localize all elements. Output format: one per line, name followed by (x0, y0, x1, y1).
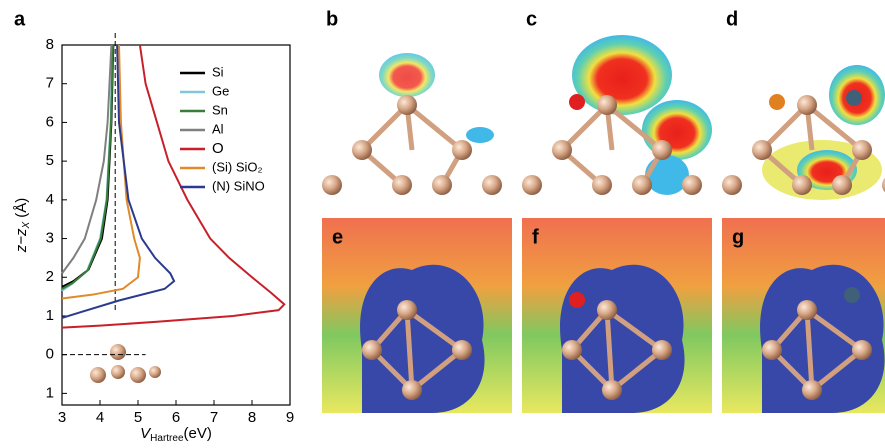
density (572, 35, 672, 115)
atom (722, 175, 742, 195)
legend-label: Si (212, 64, 224, 79)
atom (569, 292, 585, 308)
atom (592, 175, 612, 195)
atom (482, 175, 502, 195)
panel-label: d (726, 8, 738, 30)
x-tick-label: 8 (248, 409, 256, 426)
density (645, 155, 689, 195)
atom (90, 367, 106, 383)
curve (62, 45, 111, 273)
atom (652, 140, 672, 160)
y-tick-label: 6 (46, 113, 54, 130)
atom (322, 175, 342, 195)
atom (597, 300, 617, 320)
y-axis-label: z−zX (Å) (13, 198, 32, 254)
atom (397, 300, 417, 320)
atom (846, 90, 862, 106)
curve (62, 45, 113, 291)
atom (397, 95, 417, 115)
atom (682, 175, 702, 195)
panel-label: g (732, 226, 744, 248)
legend-label: (Si) SiO₂ (212, 159, 263, 174)
panel-label: e (332, 226, 343, 248)
x-tick-label: 7 (210, 409, 218, 426)
y-tick-label: 7 (46, 75, 54, 92)
x-tick-label: 3 (58, 409, 66, 426)
atom (752, 140, 772, 160)
curve (62, 45, 113, 287)
legend-label: Sn (212, 102, 228, 117)
atom (562, 340, 582, 360)
atom (762, 340, 782, 360)
structure-panels (322, 35, 885, 413)
panel-label: a (14, 8, 26, 30)
density (466, 127, 494, 143)
atom (432, 175, 452, 195)
y-tick-label: 5 (46, 152, 54, 169)
atom (130, 367, 146, 383)
x-tick-label: 4 (96, 409, 104, 426)
atom (632, 175, 652, 195)
x-axis-label: VHartree(eV) (140, 425, 212, 443)
legend-label: Ge (212, 83, 229, 98)
atom (110, 344, 126, 360)
atom (832, 175, 852, 195)
figure: a b c d e f g VHartree(eV) z−zX (Å) 3 4 5 6… (0, 0, 885, 443)
y-tick-label: 8 (46, 36, 54, 53)
atom (792, 175, 812, 195)
atom (797, 95, 817, 115)
plot-frame (62, 45, 290, 405)
atom (569, 94, 585, 110)
y-tick-label: 0 (46, 346, 54, 363)
density (379, 53, 435, 97)
atom (452, 140, 472, 160)
y-tick-label: 4 (46, 191, 54, 208)
legend-label: O (212, 140, 224, 157)
curve (62, 45, 113, 289)
atom (802, 380, 822, 400)
atom (844, 287, 860, 303)
atom (769, 94, 785, 110)
y-tick-label: 1 (46, 307, 54, 324)
atom (352, 140, 372, 160)
legend-label: Al (212, 121, 224, 136)
x-tick-label: 9 (286, 409, 294, 426)
x-tick-label: 6 (172, 409, 180, 426)
panel-label: b (326, 8, 338, 30)
y-tick-label: 2 (46, 268, 54, 285)
atom (552, 140, 572, 160)
atom (402, 380, 422, 400)
x-tick-label: 5 (134, 409, 142, 426)
atom (149, 366, 161, 378)
atom (852, 140, 872, 160)
atom (797, 300, 817, 320)
y-tick-label: 1 (46, 384, 54, 401)
panel-label: c (526, 8, 537, 30)
atom (362, 340, 382, 360)
y-tick-label: 3 (46, 230, 54, 247)
atom (852, 340, 872, 360)
atom (652, 340, 672, 360)
atom (597, 95, 617, 115)
panel-label: f (532, 226, 539, 248)
legend-label: (N) SiNO (212, 178, 265, 193)
atom (111, 365, 125, 379)
atom (392, 175, 412, 195)
atom (522, 175, 542, 195)
atom (452, 340, 472, 360)
atom (602, 380, 622, 400)
